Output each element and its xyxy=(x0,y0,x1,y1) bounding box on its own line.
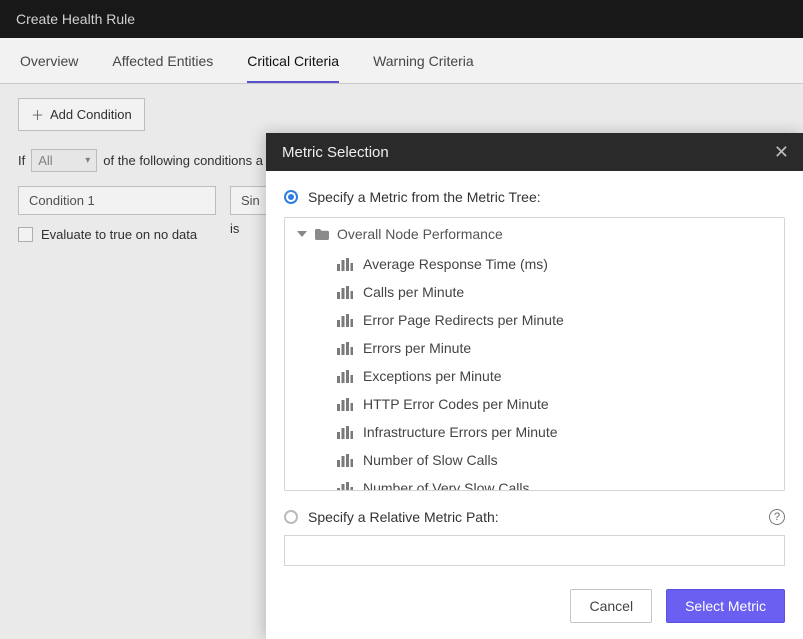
modal-body: Specify a Metric from the Metric Tree: O… xyxy=(266,171,803,576)
bar-chart-icon xyxy=(337,398,353,411)
bar-chart-icon xyxy=(337,454,353,467)
bar-chart-icon xyxy=(337,370,353,383)
metric-tree-item[interactable]: Calls per Minute xyxy=(285,278,784,306)
relative-path-input[interactable] xyxy=(284,535,785,566)
option-metric-tree[interactable]: Specify a Metric from the Metric Tree: xyxy=(284,189,785,205)
metric-tree-item[interactable]: Errors per Minute xyxy=(285,334,784,362)
close-icon[interactable]: ✕ xyxy=(774,143,789,161)
select-metric-button[interactable]: Select Metric xyxy=(666,589,785,623)
metric-tree: Overall Node Performance Average Respons… xyxy=(284,217,785,491)
metric-tree-item-label: HTTP Error Codes per Minute xyxy=(363,396,549,412)
radio-metric-tree[interactable] xyxy=(284,190,298,204)
bar-chart-icon xyxy=(337,314,353,327)
chevron-down-icon xyxy=(297,231,307,237)
metric-tree-item-label: Errors per Minute xyxy=(363,340,471,356)
help-icon[interactable]: ? xyxy=(769,509,785,525)
option-metric-tree-label: Specify a Metric from the Metric Tree: xyxy=(308,189,541,205)
metric-tree-item[interactable]: Average Response Time (ms) xyxy=(285,250,784,278)
modal-title: Metric Selection xyxy=(282,144,389,161)
cancel-button[interactable]: Cancel xyxy=(570,589,652,623)
option-relative-path-label: Specify a Relative Metric Path: xyxy=(308,509,499,525)
metric-tree-item[interactable]: Infrastructure Errors per Minute xyxy=(285,418,784,446)
option-relative-path-row: Specify a Relative Metric Path: ? xyxy=(284,509,785,525)
tree-root-node[interactable]: Overall Node Performance xyxy=(285,218,784,250)
metric-tree-item[interactable]: Exceptions per Minute xyxy=(285,362,784,390)
modal-header: Metric Selection ✕ xyxy=(266,133,803,171)
metric-tree-item-label: Calls per Minute xyxy=(363,284,464,300)
radio-relative-path[interactable] xyxy=(284,510,298,524)
bar-chart-icon xyxy=(337,342,353,355)
metric-tree-item-label: Average Response Time (ms) xyxy=(363,256,548,272)
bar-chart-icon xyxy=(337,482,353,492)
folder-icon xyxy=(315,229,329,240)
metric-tree-item[interactable]: Error Page Redirects per Minute xyxy=(285,306,784,334)
tree-root-label: Overall Node Performance xyxy=(337,226,503,242)
metric-selection-modal: Metric Selection ✕ Specify a Metric from… xyxy=(266,133,803,639)
metric-tree-item-label: Number of Slow Calls xyxy=(363,452,498,468)
bar-chart-icon xyxy=(337,286,353,299)
metric-tree-item-label: Infrastructure Errors per Minute xyxy=(363,424,558,440)
metric-tree-item-label: Error Page Redirects per Minute xyxy=(363,312,564,328)
metric-tree-item-label: Exceptions per Minute xyxy=(363,368,502,384)
metric-tree-item[interactable]: Number of Slow Calls xyxy=(285,446,784,474)
modal-footer: Cancel Select Metric xyxy=(266,576,803,639)
metric-tree-item[interactable]: Number of Very Slow Calls xyxy=(285,474,784,491)
bar-chart-icon xyxy=(337,426,353,439)
option-relative-path[interactable]: Specify a Relative Metric Path: xyxy=(284,509,499,525)
metric-tree-item-label: Number of Very Slow Calls xyxy=(363,480,530,491)
metric-tree-item[interactable]: HTTP Error Codes per Minute xyxy=(285,390,784,418)
bar-chart-icon xyxy=(337,258,353,271)
